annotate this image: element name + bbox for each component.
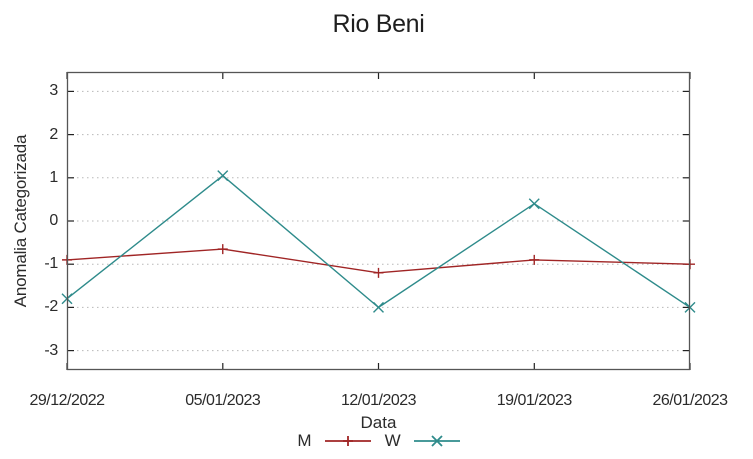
- legend-marker: [430, 435, 443, 447]
- series-W-marker: [217, 170, 229, 182]
- y-tick-label: 0: [49, 212, 58, 229]
- legend-item-w: W: [385, 431, 460, 451]
- plot-area: [61, 71, 696, 371]
- x-axis-label: Data: [360, 413, 397, 432]
- x-tick-label: 26/01/2023: [652, 392, 728, 409]
- y-tick-label: 3: [49, 82, 58, 100]
- x-tick-label: 29/12/2022: [29, 392, 105, 409]
- series-W-marker: [528, 198, 540, 210]
- x-tick-label: 19/01/2023: [496, 392, 573, 409]
- legend-label-m: M: [297, 431, 312, 450]
- series-M-marker: [373, 267, 384, 278]
- y-tick-label: 1: [49, 168, 58, 186]
- legend-item-m: M: [297, 431, 371, 451]
- legend-swatch-m: [324, 436, 371, 446]
- y-tick-label: -1: [44, 255, 58, 273]
- y-tick-label: -3: [44, 341, 58, 359]
- y-tick-label: 2: [49, 125, 58, 143]
- series-W-marker: [373, 301, 384, 313]
- plot-border: [66, 71, 691, 371]
- x-tick-label: 05/01/2023: [185, 392, 261, 409]
- series-M-marker: [529, 254, 540, 265]
- x-tick-label: 12/01/2023: [340, 392, 417, 409]
- legend-label-w: W: [384, 431, 401, 450]
- legend-marker: [342, 436, 353, 446]
- series-M-marker: [217, 244, 228, 255]
- y-axis-label: Anomalia Categorizada: [11, 134, 30, 308]
- chart-title: Rio Beni: [332, 10, 425, 38]
- legend-swatch-w: [413, 435, 460, 447]
- legend: M W: [67, 431, 690, 451]
- series-W-line: [66, 174, 691, 309]
- y-tick-label: -2: [44, 298, 58, 316]
